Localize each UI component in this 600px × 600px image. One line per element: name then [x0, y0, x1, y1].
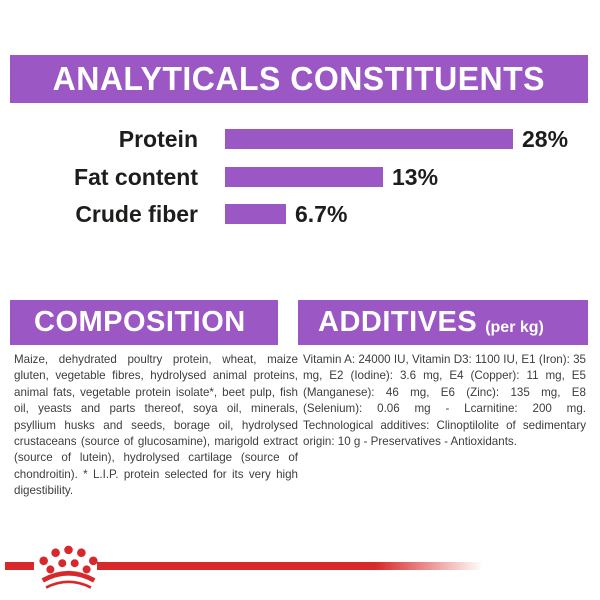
- red-divider-right: [97, 562, 483, 570]
- chart-bar-segment: [225, 166, 383, 187]
- chart-value-label: 13%: [392, 163, 439, 190]
- additives-body: Vitamin A: 24000 IU, Vitamin D3: 1100 IU…: [303, 353, 586, 449]
- bar-chart: Protein 28% Fat content 13% Crude fiber 6.7%: [0, 124, 600, 234]
- chart-value-label: 28%: [522, 126, 569, 152]
- additives-title: ADDITIVES: [318, 306, 478, 338]
- analytical-constituents-title: ANALYTICALS CONSTITUENTS: [52, 60, 546, 97]
- chart-bar-segment: [225, 129, 513, 149]
- chart-row: Protein 28%: [0, 124, 600, 154]
- composition-body: Maize, dehydrated poultry protein, wheat…: [14, 353, 298, 498]
- composition-title: COMPOSITION: [34, 306, 246, 338]
- analytical-constituents-header: ANALYTICALS CONSTITUENTS: [10, 55, 588, 103]
- chart-value-label: 6.7%: [295, 201, 348, 227]
- chart-category-label: Crude fiber: [75, 201, 198, 227]
- chart-category-label: Fat content: [74, 163, 198, 190]
- chart-bar-segment: [225, 204, 286, 224]
- additives-header: ADDITIVES (per kg): [298, 300, 588, 345]
- red-divider-left: [5, 562, 34, 570]
- chart-row: Crude fiber 6.7%: [0, 199, 600, 229]
- brand-footer: [0, 540, 600, 600]
- chart-category-label: Protein: [118, 126, 198, 152]
- royal-canin-crown-logo-icon: [39, 545, 98, 589]
- composition-header: COMPOSITION: [10, 300, 278, 345]
- additives-unit: (per kg): [485, 318, 544, 336]
- chart-row: Fat content 13%: [0, 162, 600, 192]
